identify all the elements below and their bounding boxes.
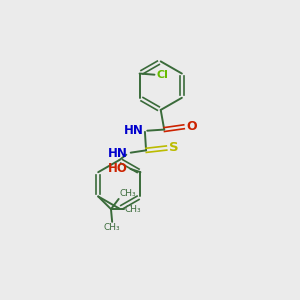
Text: HN: HN <box>108 147 127 160</box>
Text: CH₃: CH₃ <box>120 189 136 198</box>
Text: O: O <box>186 120 197 133</box>
Text: HO: HO <box>108 161 128 175</box>
Text: CH₃: CH₃ <box>104 223 121 232</box>
Text: Cl: Cl <box>156 70 168 80</box>
Text: HN: HN <box>124 124 144 137</box>
Text: CH₃: CH₃ <box>125 205 141 214</box>
Text: S: S <box>169 141 178 154</box>
